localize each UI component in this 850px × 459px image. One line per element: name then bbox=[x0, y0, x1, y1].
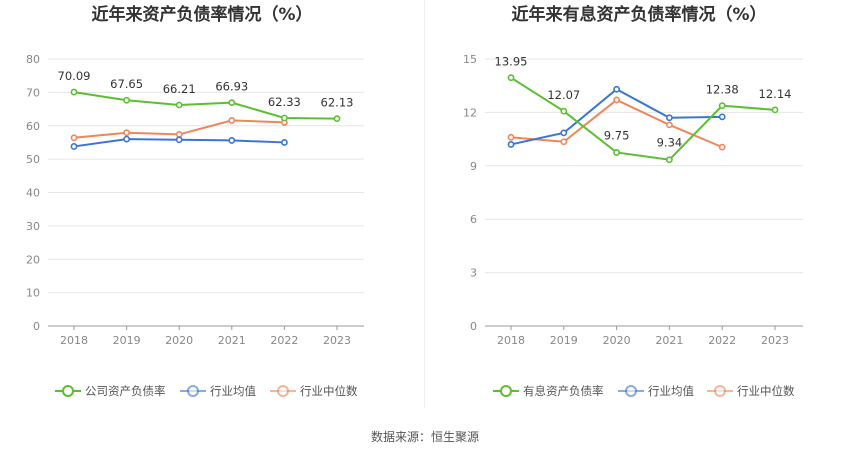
y-tick-label: 9 bbox=[470, 160, 477, 173]
data-label: 12.14 bbox=[759, 87, 792, 101]
data-point bbox=[123, 129, 130, 137]
data-label: 67.65 bbox=[110, 77, 143, 91]
legend-label: 有息资产负债率 bbox=[523, 384, 604, 398]
data-label: 66.21 bbox=[163, 82, 196, 96]
x-tick-label: 2018 bbox=[497, 334, 525, 347]
data-point bbox=[175, 101, 183, 109]
y-tick-label: 20 bbox=[26, 253, 40, 266]
legend-label: 行业中位数 bbox=[300, 384, 358, 398]
y-tick-label: 3 bbox=[470, 267, 477, 280]
data-point bbox=[560, 138, 568, 146]
data-point bbox=[228, 137, 236, 144]
legend-marker bbox=[625, 385, 637, 397]
data-label: 9.75 bbox=[604, 128, 630, 142]
data-point bbox=[665, 156, 673, 164]
legend-item[interactable]: 有息资产负债率 bbox=[493, 384, 604, 398]
chart-debt-ratio: 近年来资产负债率情况（%） 0 10 20 30 40 50 60 70 80 2018 2019 20… bbox=[26, 0, 425, 408]
x-tick-label: 2019 bbox=[113, 334, 141, 347]
data-label: 62.13 bbox=[321, 96, 354, 110]
data-label: 12.38 bbox=[706, 83, 739, 97]
legend-marker bbox=[277, 385, 289, 397]
legend-item[interactable]: 行业中位数 bbox=[270, 384, 358, 398]
y-tick-label: 12 bbox=[463, 106, 477, 119]
x-tick-label: 2020 bbox=[603, 334, 631, 347]
series-line bbox=[73, 91, 338, 120]
data-label: 13.95 bbox=[495, 55, 528, 69]
data-point bbox=[771, 106, 779, 114]
data-source: 数据来源：恒生聚源 bbox=[370, 430, 479, 444]
y-tick-label: 30 bbox=[26, 220, 40, 233]
chart-interest-debt-ratio: 近年来有息资产负债率情况（%） 0 3 6 9 12 15 2018 2019 2020 2021 2… bbox=[463, 4, 803, 398]
data-point bbox=[507, 133, 515, 141]
legend-label: 行业均值 bbox=[648, 384, 694, 398]
data-point bbox=[175, 136, 183, 144]
legend-marker bbox=[500, 385, 512, 397]
data-point bbox=[507, 141, 515, 148]
x-tick-label: 2019 bbox=[550, 334, 578, 347]
data-point bbox=[560, 129, 568, 137]
x-tick-label: 2018 bbox=[60, 334, 88, 347]
y-tick-label: 80 bbox=[26, 53, 40, 66]
legend-marker bbox=[187, 385, 199, 397]
data-label: 70.09 bbox=[58, 69, 91, 83]
x-tick-label: 2023 bbox=[323, 334, 351, 347]
data-point bbox=[280, 139, 288, 146]
x-tick-label: 2020 bbox=[165, 334, 193, 347]
legend-item[interactable]: 行业中位数 bbox=[707, 384, 795, 398]
data-point bbox=[228, 99, 236, 107]
y-tick-label: 70 bbox=[26, 86, 40, 99]
data-point bbox=[123, 135, 130, 143]
data-point bbox=[507, 74, 515, 82]
data-point bbox=[70, 88, 78, 96]
y-tick-label: 6 bbox=[470, 213, 477, 226]
data-point bbox=[665, 114, 673, 122]
data-point bbox=[665, 121, 673, 129]
y-tick-label: 50 bbox=[26, 153, 40, 166]
data-point bbox=[175, 131, 183, 138]
x-tick-label: 2022 bbox=[708, 334, 736, 347]
x-tick-label: 2021 bbox=[218, 334, 246, 347]
data-point bbox=[718, 143, 726, 151]
data-point bbox=[333, 115, 341, 123]
y-tick-label: 0 bbox=[33, 320, 40, 333]
legend-marker bbox=[714, 385, 726, 397]
chart-title: 近年来有息资产负债率情况（%） bbox=[511, 4, 766, 25]
legend-item[interactable]: 行业均值 bbox=[618, 384, 694, 398]
x-tick-label: 2023 bbox=[761, 334, 789, 347]
y-tick-label: 60 bbox=[26, 120, 40, 133]
x-tick-label: 2022 bbox=[270, 334, 298, 347]
legend-item[interactable]: 行业均值 bbox=[180, 384, 256, 398]
data-point bbox=[280, 114, 288, 122]
data-label: 66.93 bbox=[215, 80, 248, 94]
legend-marker bbox=[62, 385, 74, 397]
legend-label: 行业均值 bbox=[210, 384, 256, 398]
y-tick-label: 10 bbox=[26, 287, 40, 300]
y-tick-label: 0 bbox=[470, 320, 477, 333]
data-label: 12.07 bbox=[547, 88, 580, 102]
data-point bbox=[123, 96, 130, 104]
legend-label: 行业中位数 bbox=[737, 384, 795, 398]
series-line bbox=[510, 76, 776, 161]
chart-title: 近年来资产负债率情况（%） bbox=[91, 4, 312, 25]
data-point bbox=[613, 96, 620, 104]
x-tick-label: 2021 bbox=[655, 334, 683, 347]
data-point bbox=[228, 117, 236, 124]
y-tick-label: 15 bbox=[463, 53, 477, 66]
data-point bbox=[613, 149, 620, 156]
data-point bbox=[70, 134, 78, 142]
y-tick-label: 40 bbox=[26, 187, 40, 200]
data-point bbox=[70, 143, 78, 150]
data-label: 62.33 bbox=[268, 95, 301, 109]
data-point bbox=[560, 107, 568, 115]
legend-label: 公司资产负债率 bbox=[85, 384, 166, 398]
data-point bbox=[613, 85, 620, 93]
data-point bbox=[718, 102, 726, 110]
data-label: 9.34 bbox=[657, 136, 683, 150]
legend-item[interactable]: 公司资产负债率 bbox=[55, 384, 166, 398]
data-point bbox=[718, 113, 726, 121]
